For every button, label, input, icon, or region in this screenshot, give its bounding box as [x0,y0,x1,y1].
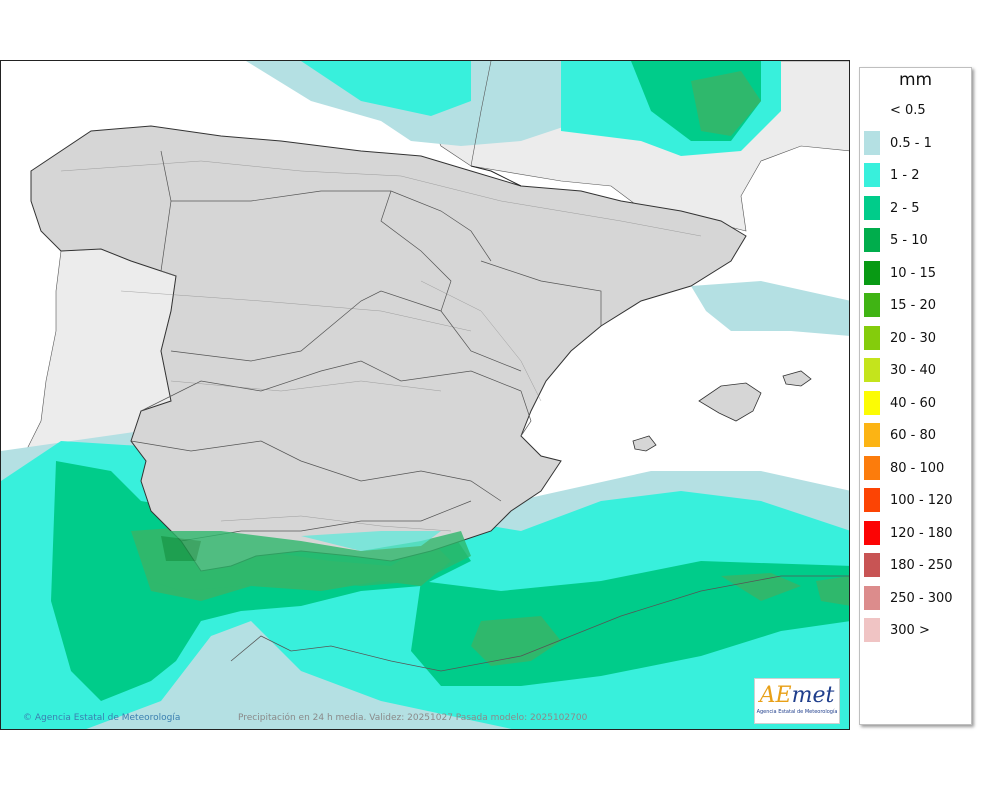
legend-swatch [864,130,880,155]
legend-label: 80 - 100 [890,460,945,476]
legend-swatch [864,585,880,610]
legend-swatch [864,520,880,545]
copyright-text: © Agencia Estatal de Meteorología [23,713,181,723]
legend-item: 30 - 40 [860,358,971,384]
pyrenees-border [470,165,522,187]
legend-item: 1 - 2 [860,163,971,189]
legend-swatch [864,293,880,317]
logo-mark: AEmet [755,683,839,709]
legend-swatch [864,618,880,642]
precipitation-map: © Agencia Estatal de Meteorología Precip… [0,60,850,730]
logo-subtitle: Agencia Estatal de Meteorología [756,709,838,715]
legend-label: 0.5 - 1 [890,135,932,151]
precipitation-legend: mm < 0.5 0.5 - 1 1 - 2 2 - 5 5 - 10 10 - 15 15… [859,67,972,725]
legend-swatch [864,553,880,577]
spain-land [30,125,747,572]
legend-item: 300 > [860,618,971,644]
africa-coastline [230,575,849,672]
legend-swatch [864,260,880,285]
legend-item: 80 - 100 [860,455,971,482]
legend-label: 30 - 40 [890,363,937,378]
legend-item: 250 - 300 [860,585,971,612]
legend-item: 2 - 5 [860,195,971,222]
legend-item: < 0.5 [860,98,971,124]
legend-item: 100 - 120 [860,488,971,514]
aemet-logo: AEmet Agencia Estatal de Meteorología [754,678,840,724]
legend-label: 2 - 5 [890,200,920,216]
legend-item: 60 - 80 [860,423,971,449]
legend-label: 100 - 120 [890,493,953,508]
legend-label: 120 - 180 [890,525,953,541]
legend-label: 60 - 80 [890,428,937,443]
precip-overlay-south [141,531,471,591]
legend-label: 15 - 20 [890,298,937,313]
legend-swatch [864,358,880,382]
legend-swatch [864,325,880,350]
legend-swatch [864,390,880,415]
legend-label: 20 - 30 [890,330,937,346]
logo-mark-b: met [791,683,835,708]
legend-label: 10 - 15 [890,265,937,281]
legend-item: 15 - 20 [860,293,971,319]
france-inner-border [470,61,492,167]
ibiza [632,435,657,452]
legend-swatch [864,163,880,187]
legend-item: 40 - 60 [860,390,971,417]
logo-mark-a: AE [759,683,792,708]
legend-swatch [864,455,880,480]
legend-item: 180 - 250 [860,553,971,579]
legend-item: 0.5 - 1 [860,130,971,157]
legend-item: 5 - 10 [860,228,971,254]
mallorca [698,382,762,422]
legend-item: 10 - 15 [860,260,971,287]
legend-swatch [864,98,880,122]
legend-swatch [864,423,880,447]
menorca [782,370,812,387]
legend-unit: mm [898,70,933,90]
legend-swatch [864,488,880,512]
legend-label: 180 - 250 [890,558,953,573]
legend-label: 300 > [890,623,930,638]
map-canvas [1,61,849,729]
relief-texture [60,160,702,532]
legend-label: 1 - 2 [890,168,920,183]
legend-item: 120 - 180 [860,520,971,547]
legend-label: 250 - 300 [890,590,953,606]
legend-label: < 0.5 [890,103,926,118]
validity-text: Precipitación en 24 h media. Validez: 20… [238,713,588,723]
legend-swatch [864,228,880,252]
legend-label: 5 - 10 [890,233,928,248]
legend-label: 40 - 60 [890,395,937,411]
legend-swatch [864,195,880,220]
legend-item: 20 - 30 [860,325,971,352]
